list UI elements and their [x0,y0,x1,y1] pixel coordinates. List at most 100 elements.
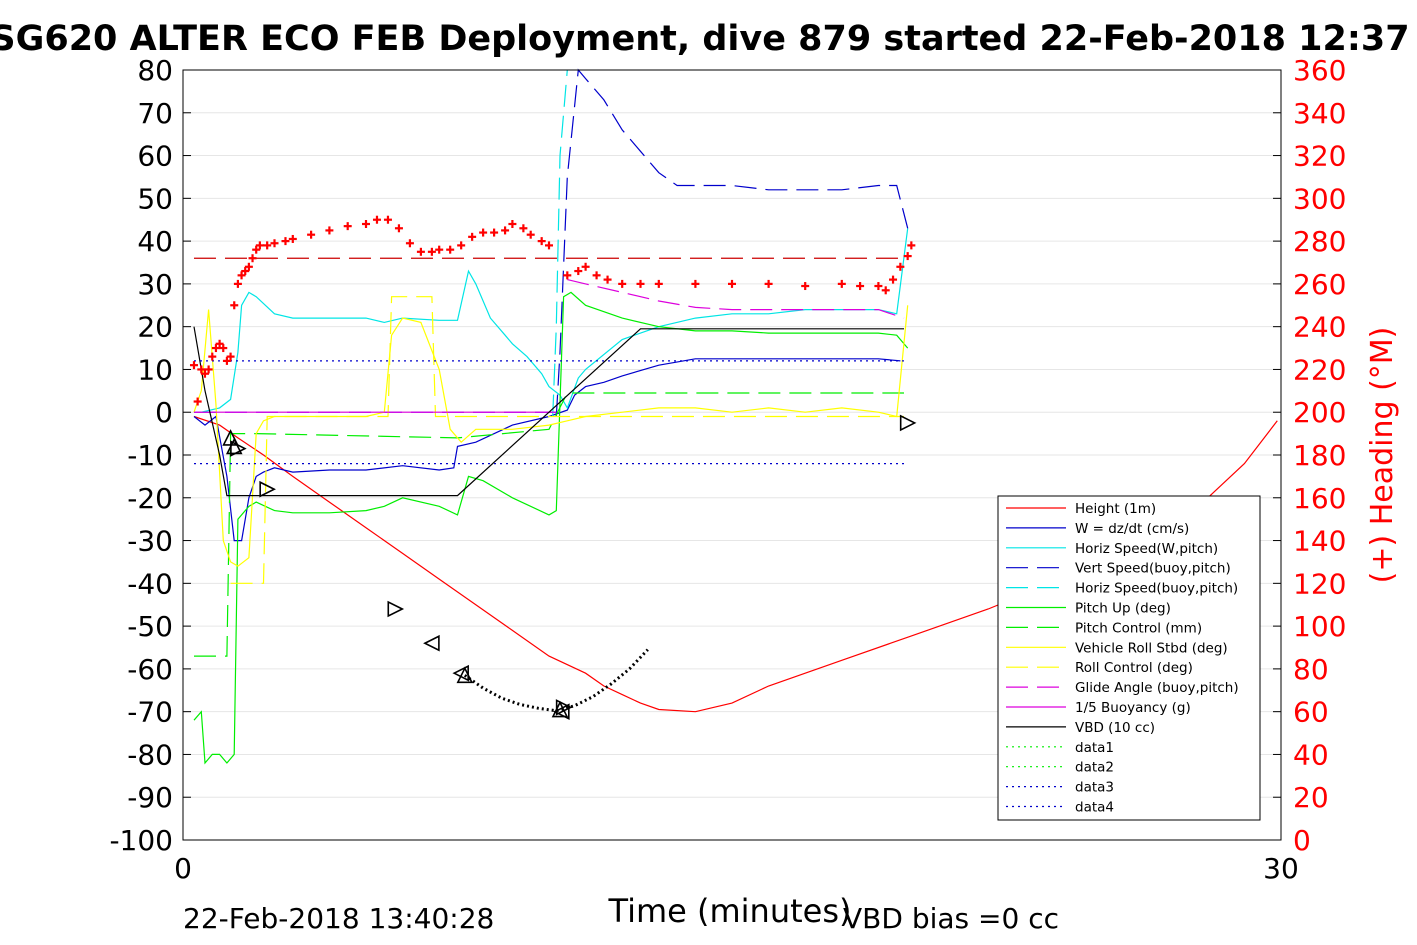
legend-entry: VBD (10 cc) [1006,720,1155,736]
marker-triangle-right [899,414,917,432]
legend-entry: data1 [1006,740,1114,756]
heading-point [903,252,912,261]
x-axis: 0 30 [174,852,1299,885]
heading-point [889,275,898,284]
heading-point [362,220,370,228]
heading-point [255,241,264,250]
heading-point [519,224,528,233]
heading-point [383,215,392,224]
y-tick-label: 70 [137,97,173,130]
y-right-tick-label: 160 [1293,482,1346,515]
legend-entry: Horiz Speed(buoy,pitch) [1006,581,1238,597]
heading-point [211,344,220,353]
legend-label: data2 [1075,760,1114,776]
dotted-path [463,648,649,713]
legend-label: W = dz/dt (cm/s) [1075,521,1189,537]
heading-point [537,237,546,246]
reference-lines [193,257,905,413]
heading-point [226,352,235,361]
heading-point [654,279,663,288]
y-right-tick-label: 180 [1293,439,1346,472]
legend-entry: Vehicle Roll Stbd (deg) [1006,640,1228,656]
heading-point [263,241,272,250]
legend-label: Horiz Speed(buoy,pitch) [1075,581,1238,597]
heading-point [501,226,510,235]
y-tick-label: 60 [137,140,173,173]
y-axis-left: 80 70 60 50 40 30 20 10 0 -10 -20 -30 -40 -50 -60 -70 -8… [109,54,191,857]
y-right-tick-label: 240 [1293,311,1346,344]
heading-point [219,344,228,353]
heading-point [728,279,736,288]
heading-point [343,222,352,231]
heading-point [222,356,231,365]
heading-points [189,215,916,406]
heading-point [457,241,466,250]
y-right-tick-label: 220 [1293,353,1346,386]
heading-point [563,271,572,280]
heading-point [446,245,455,254]
heading-point [193,397,202,406]
series-line-vbd-10-cc [193,326,904,497]
y-tick-label: -50 [127,610,173,643]
y-tick-label: -100 [109,824,173,857]
y-right-tick-label: 0 [1293,824,1311,857]
series-line-glide-angle-buoy-pitch [567,279,905,319]
heading-point [618,279,627,288]
heading-point [252,245,261,254]
marker-triangle-left [423,634,440,652]
series-line-roll-control-deg [230,296,904,584]
heading-point [200,369,209,378]
legend-label: Pitch Control (mm) [1075,620,1202,636]
heading-point [896,262,905,271]
heading-point [307,230,316,239]
legend-label: Vert Speed(buoy,pitch) [1075,561,1231,577]
legend-label: Horiz Speed(W,pitch) [1075,541,1218,557]
legend-label: data3 [1075,780,1114,796]
legend-label: data4 [1075,800,1114,816]
heading-point [237,271,246,280]
legend-entry: Vert Speed(buoy,pitch) [1006,561,1231,577]
heading-point [197,365,206,374]
heading-point [288,234,297,243]
heading-point [244,262,253,271]
marker-triangle-left [553,703,570,720]
legend-label: Glide Angle (buoy,pitch) [1075,680,1239,696]
y-tick-label: 0 [155,396,173,429]
y-tick-label: 80 [137,54,173,87]
legend-label: 1/5 Buoyancy (g) [1075,700,1191,716]
y-right-tick-label: 360 [1293,54,1346,87]
y-right-tick-label: 300 [1293,182,1346,215]
heading-point [508,220,517,228]
y-right-tick-label: 320 [1293,140,1346,173]
legend-entry: data2 [1006,760,1114,776]
heading-point [405,239,414,248]
y-right-tick-label: 20 [1293,781,1329,814]
legend-entry: 1/5 Buoyancy (g) [1006,700,1191,716]
heading-point [372,215,381,224]
heading-point [691,279,700,288]
series-line-pitch-up-deg [193,291,909,765]
y-right-tick-label: 60 [1293,696,1329,729]
heading-point [233,279,242,288]
markers [222,414,917,720]
heading-point [325,226,334,235]
heading-point [394,224,403,233]
heading-point [856,282,865,291]
heading-point [526,230,535,239]
legend-label: Height (1m) [1075,501,1156,517]
y-axis-right-label: (+) Heading (°M) [1365,327,1400,584]
legend-entry: data3 [1006,780,1114,796]
legend-entry: Horiz Speed(W,pitch) [1006,541,1218,557]
heading-point [581,262,590,271]
legend-entry: W = dz/dt (cm/s) [1006,521,1189,537]
y-tick-label: -20 [127,482,173,515]
legend-label: Roll Control (deg) [1075,660,1193,676]
legend-entry: Pitch Control (mm) [1006,620,1202,636]
y-tick-label: -90 [127,781,173,814]
marker-triangle-up [456,666,474,684]
y-right-tick-label: 260 [1293,268,1346,301]
legend-entry: Roll Control (deg) [1006,660,1193,676]
series-line-w-dz-dt-cm-s [193,358,901,542]
series-line-vehicle-roll-stbd-deg [193,305,909,567]
series-line-horiz-speed-w-pitch [201,228,909,413]
